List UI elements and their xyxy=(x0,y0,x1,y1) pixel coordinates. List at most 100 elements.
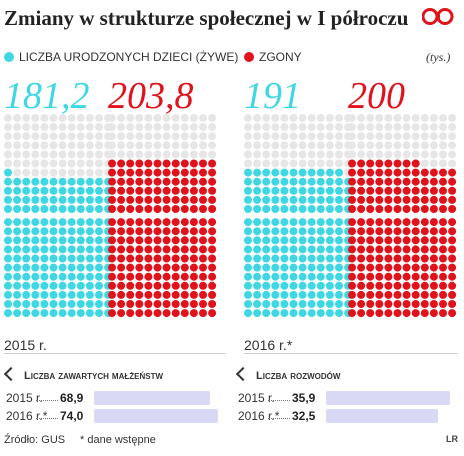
dot-births-2016 xyxy=(280,177,289,186)
dot-deaths-2015 xyxy=(135,150,144,159)
dot-deaths-2015 xyxy=(199,141,207,150)
dot-deaths-2015 xyxy=(180,186,189,195)
dot-deaths-2015 xyxy=(153,132,162,141)
dot-deaths-2016 xyxy=(402,150,411,159)
dot-births-2015 xyxy=(49,236,58,245)
dot-births-2015 xyxy=(49,309,58,318)
dot-deaths-2016 xyxy=(402,309,411,318)
dot-births-2016 xyxy=(298,168,307,177)
dot-deaths-2016 xyxy=(366,141,375,150)
dot-births-2016 xyxy=(253,309,262,318)
dot-births-2015 xyxy=(40,245,49,254)
dot-deaths-2016 xyxy=(393,245,402,254)
dot-births-2015 xyxy=(76,254,85,263)
dot-births-2015 xyxy=(85,309,94,318)
dot-births-2016 xyxy=(307,290,316,299)
dot-births-2015 xyxy=(76,132,85,141)
dot-deaths-2016 xyxy=(411,236,420,245)
dot-births-2015 xyxy=(95,159,103,168)
dot-deaths-2016 xyxy=(375,114,384,122)
dot-deaths-2015 xyxy=(135,205,144,213)
dot-births-2015 xyxy=(13,227,22,236)
dot-deaths-2015 xyxy=(199,150,207,159)
dot-deaths-2015 xyxy=(117,300,126,308)
dot-deaths-2015 xyxy=(126,263,135,272)
dot-deaths-2015 xyxy=(199,236,207,245)
dot-deaths-2015 xyxy=(208,168,217,177)
dot-deaths-2016 xyxy=(411,141,420,150)
dot-deaths-2016 xyxy=(375,281,384,290)
dot-deaths-2015 xyxy=(189,236,198,245)
dot-births-2015 xyxy=(22,186,31,195)
dot-deaths-2016 xyxy=(393,132,402,141)
dot-births-2015 xyxy=(22,205,31,213)
dot-deaths-2016 xyxy=(384,150,393,159)
dot-deaths-2016 xyxy=(439,300,447,308)
dot-births-2015 xyxy=(13,141,22,150)
dot-births-2016 xyxy=(244,205,252,213)
dot-deaths-2016 xyxy=(348,132,356,141)
dot-deaths-2015 xyxy=(135,309,144,318)
dot-deaths-2015 xyxy=(180,227,189,236)
dot-deaths-2015 xyxy=(208,205,217,213)
dot-deaths-2016 xyxy=(411,290,420,299)
dot-births-2016 xyxy=(316,254,325,263)
dot-births-2015 xyxy=(31,309,40,318)
dot-deaths-2016 xyxy=(402,132,411,141)
dot-deaths-2015 xyxy=(144,300,153,308)
dot-deaths-2015 xyxy=(162,254,171,263)
dot-deaths-2016 xyxy=(375,168,384,177)
dot-births-2015 xyxy=(76,150,85,159)
dot-births-2015 xyxy=(40,263,49,272)
dot-deaths-2015 xyxy=(117,254,126,263)
dot-births-2016 xyxy=(262,263,271,272)
dot-deaths-2015 xyxy=(189,150,198,159)
dot-births-2016 xyxy=(316,141,325,150)
dot-births-2015 xyxy=(49,159,58,168)
dot-deaths-2015 xyxy=(117,195,126,204)
dot-deaths-2015 xyxy=(153,168,162,177)
dot-deaths-2015 xyxy=(153,114,162,122)
dot-deaths-2015 xyxy=(180,205,189,213)
dot-deaths-2016 xyxy=(366,254,375,263)
dot-deaths-2015 xyxy=(153,186,162,195)
dot-deaths-2015 xyxy=(189,177,198,186)
dot-deaths-2016 xyxy=(384,300,393,308)
dot-deaths-2015 xyxy=(208,254,217,263)
dot-births-2015 xyxy=(31,218,40,227)
dot-births-2015 xyxy=(40,218,49,227)
dot-births-2015 xyxy=(67,123,76,132)
dot-deaths-2016 xyxy=(448,245,457,254)
dot-deaths-2016 xyxy=(357,132,366,141)
dot-births-2015 xyxy=(58,236,67,245)
dot-births-2016 xyxy=(307,263,316,272)
dot-deaths-2016 xyxy=(393,227,402,236)
dot-deaths-2015 xyxy=(108,236,116,245)
dot-deaths-2015 xyxy=(135,227,144,236)
dot-births-2016 xyxy=(244,218,252,227)
dot-births-2016 xyxy=(307,236,316,245)
dot-births-2016 xyxy=(280,205,289,213)
dot-deaths-2016 xyxy=(357,218,366,227)
dot-births-2015 xyxy=(85,236,94,245)
dot-births-2016 xyxy=(325,236,334,245)
dot-births-2016 xyxy=(316,132,325,141)
dot-deaths-2015 xyxy=(144,132,153,141)
dot-births-2015 xyxy=(4,186,12,195)
dot-births-2015 xyxy=(40,123,49,132)
dot-deaths-2016 xyxy=(429,272,438,281)
dot-births-2015 xyxy=(40,290,49,299)
dot-births-2015 xyxy=(58,309,67,318)
dot-deaths-2016 xyxy=(420,141,429,150)
dot-births-2016 xyxy=(244,272,252,281)
dot-deaths-2016 xyxy=(420,272,429,281)
dot-deaths-2016 xyxy=(420,177,429,186)
dot-births-2016 xyxy=(280,195,289,204)
dot-deaths-2015 xyxy=(153,218,162,227)
dot-deaths-2016 xyxy=(439,177,447,186)
dot-births-2016 xyxy=(262,290,271,299)
dot-births-2015 xyxy=(95,254,103,263)
dot-deaths-2016 xyxy=(402,123,411,132)
dot-deaths-2015 xyxy=(199,218,207,227)
dot-births-2015 xyxy=(31,300,40,308)
